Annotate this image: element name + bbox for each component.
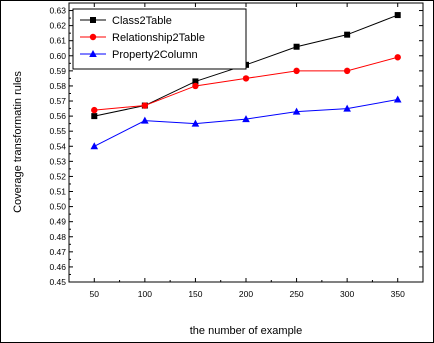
data-point xyxy=(242,115,250,123)
y-tick-label: 0.62 xyxy=(49,21,66,31)
data-point xyxy=(344,31,351,38)
legend-label: Relationship2Table xyxy=(112,32,205,44)
data-point xyxy=(242,75,250,82)
x-tick-label: 150 xyxy=(188,289,202,299)
data-point xyxy=(192,82,199,90)
data-point xyxy=(394,54,401,61)
series-relationship2table xyxy=(91,54,401,114)
legend-marker xyxy=(89,33,97,41)
data-point xyxy=(91,106,98,114)
x-tick-label: 100 xyxy=(138,289,152,299)
y-tick-label: 0.53 xyxy=(49,156,66,166)
y-tick-label: 0.63 xyxy=(49,6,66,16)
y-tick-label: 0.57 xyxy=(49,96,66,106)
data-point xyxy=(191,119,200,127)
y-tick-label: 0.59 xyxy=(49,66,66,76)
data-point xyxy=(393,95,402,103)
data-point xyxy=(293,43,300,50)
y-tick-label: 0.60 xyxy=(49,51,66,61)
data-point xyxy=(293,67,300,75)
y-tick-label: 0.58 xyxy=(49,81,66,91)
y-tick-label: 0.54 xyxy=(49,141,66,151)
y-tick-label: 0.48 xyxy=(49,232,66,242)
data-point xyxy=(91,113,98,120)
x-tick-label: 250 xyxy=(289,289,303,299)
legend-marker xyxy=(90,17,96,23)
y-tick-label: 0.56 xyxy=(49,111,66,121)
data-point xyxy=(343,104,351,112)
y-tick-label: 0.49 xyxy=(49,217,66,227)
data-point xyxy=(394,12,401,19)
y-tick-label: 0.51 xyxy=(49,187,66,197)
y-tick-label: 0.55 xyxy=(49,126,66,136)
legend-label: Property2Column xyxy=(112,49,198,61)
y-tick-label: 0.46 xyxy=(49,262,66,272)
data-point xyxy=(141,116,149,124)
y-axis: 0.45 0.46 0.47 0.48 0.49 0.50 0.51 0.52 0.53 0.54… xyxy=(49,6,423,287)
y-tick-label: 0.52 xyxy=(49,171,66,181)
y-axis-title: Coverage transformatin rules xyxy=(12,71,24,213)
data-point xyxy=(343,67,351,75)
data-point xyxy=(141,102,149,109)
y-tick-label: 0.50 xyxy=(49,202,66,212)
x-axis-title: the number of example xyxy=(190,325,303,337)
legend-label: Class2Table xyxy=(112,15,172,27)
data-point xyxy=(192,78,199,85)
x-tick-label: 300 xyxy=(340,289,354,299)
y-tick-label: 0.61 xyxy=(49,36,66,46)
legend: Class2Table Relationship2Table Property2Co… xyxy=(72,8,247,70)
data-point xyxy=(90,142,99,150)
x-axis: 50 100 150 200 250 300 350 xyxy=(90,3,405,299)
legend-box xyxy=(72,8,247,70)
x-tick-label: 200 xyxy=(239,289,253,299)
legend-marker xyxy=(89,50,97,57)
data-point xyxy=(292,107,301,115)
y-tick-label: 0.45 xyxy=(49,277,66,287)
series-property2column xyxy=(90,95,402,150)
x-tick-label: 350 xyxy=(391,289,405,299)
y-tick-label: 0.47 xyxy=(49,247,66,257)
x-tick-label: 50 xyxy=(90,289,100,299)
